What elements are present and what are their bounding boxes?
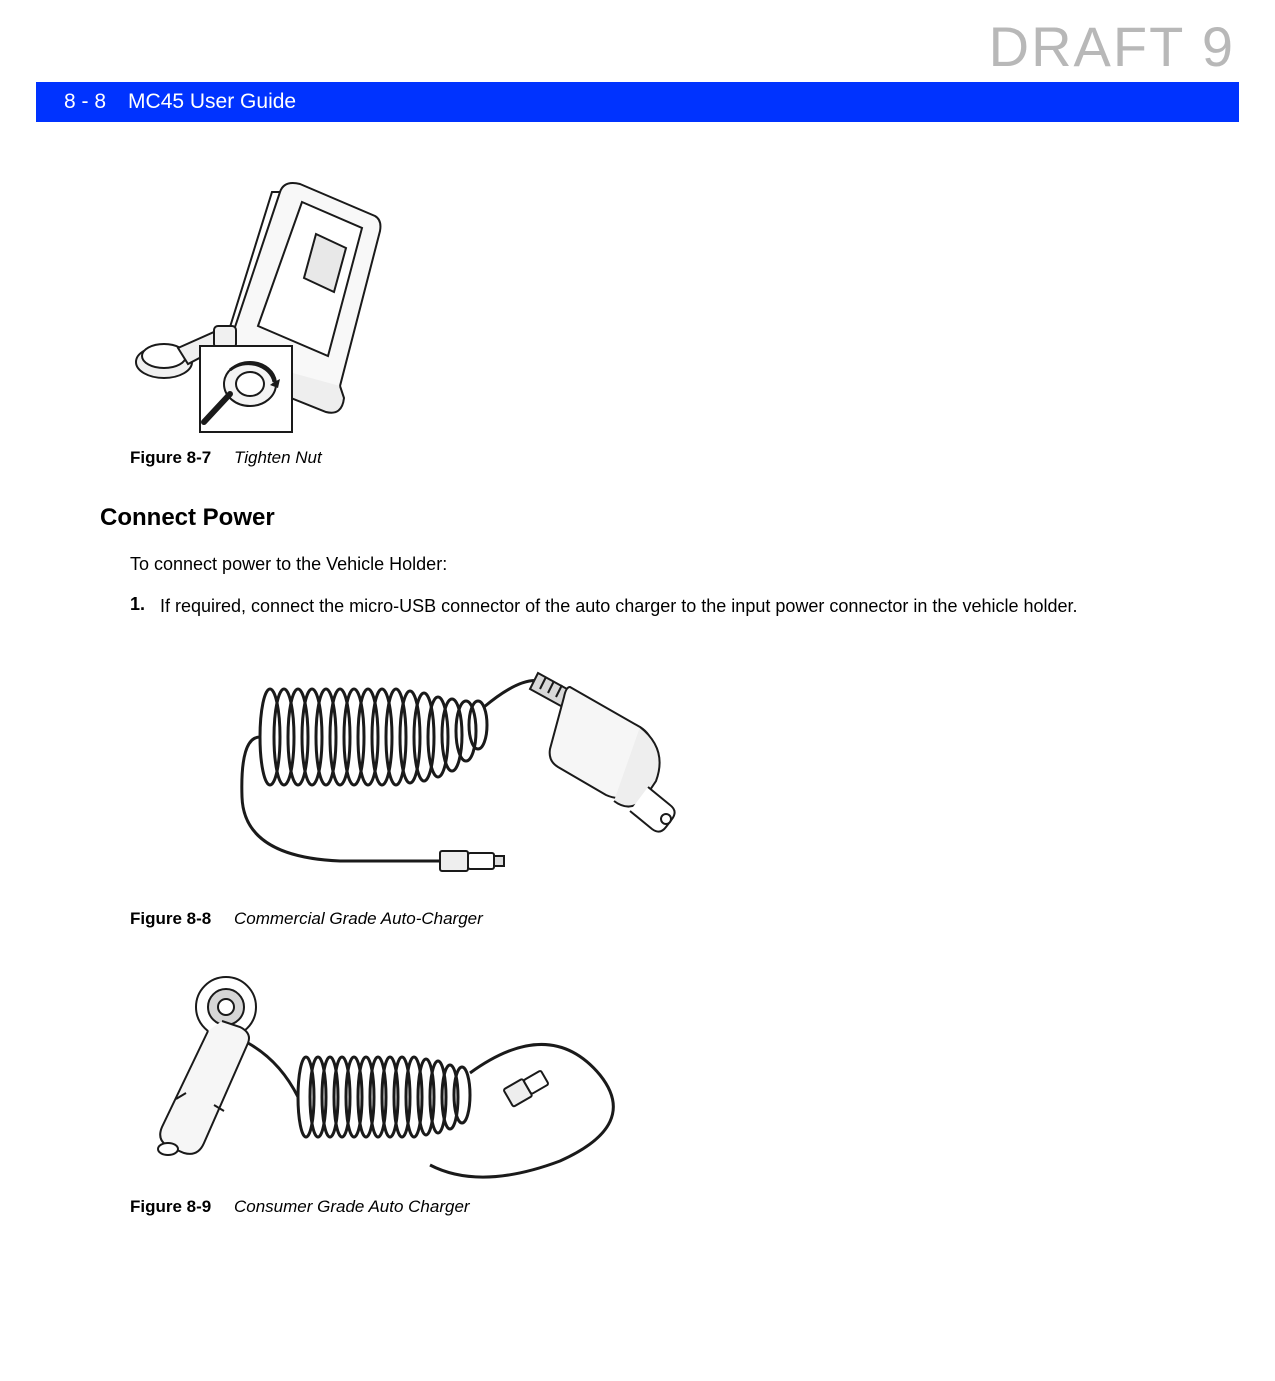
figure-8-8-caption: Figure 8-8 Commercial Grade Auto-Charger	[130, 909, 1175, 929]
figure-8-8-illustration	[220, 637, 1175, 897]
figure-8-7-label: Figure 8-7	[130, 448, 211, 467]
page: DRAFT 9 8 - 8 MC45 User Guide	[0, 0, 1275, 1381]
page-number: 8 - 8	[64, 90, 106, 114]
figure-8-9-title: Consumer Grade Auto Charger	[234, 1197, 470, 1216]
draft-watermark: DRAFT 9	[989, 14, 1235, 79]
section-heading-connect-power: Connect Power	[100, 504, 1175, 532]
figure-8-9-block: Figure 8-9 Consumer Grade Auto Charger	[130, 965, 1175, 1217]
figure-8-8-block: Figure 8-8 Commercial Grade Auto-Charger	[220, 637, 1175, 929]
header-bar: 8 - 8 MC45 User Guide	[36, 82, 1239, 122]
figure-8-8-title: Commercial Grade Auto-Charger	[234, 909, 483, 928]
step-1-number: 1.	[130, 594, 160, 618]
intro-text: To connect power to the Vehicle Holder:	[130, 552, 1175, 576]
figure-8-9-illustration	[130, 965, 1175, 1185]
figure-8-7-illustration	[130, 176, 1175, 436]
figure-8-7-title: Tighten Nut	[234, 448, 322, 467]
figure-8-8-label: Figure 8-8	[130, 909, 211, 928]
figure-8-7-block: Figure 8-7 Tighten Nut	[130, 176, 1175, 468]
figure-8-9-label: Figure 8-9	[130, 1197, 211, 1216]
step-1-text: If required, connect the micro-USB conne…	[160, 594, 1078, 618]
figure-8-7-caption: Figure 8-7 Tighten Nut	[130, 448, 1175, 468]
step-1: 1. If required, connect the micro-USB co…	[130, 594, 1175, 618]
guide-title: MC45 User Guide	[128, 90, 296, 114]
content-area: Figure 8-7 Tighten Nut Connect Power To …	[100, 176, 1175, 1253]
figure-8-9-caption: Figure 8-9 Consumer Grade Auto Charger	[130, 1197, 1175, 1217]
